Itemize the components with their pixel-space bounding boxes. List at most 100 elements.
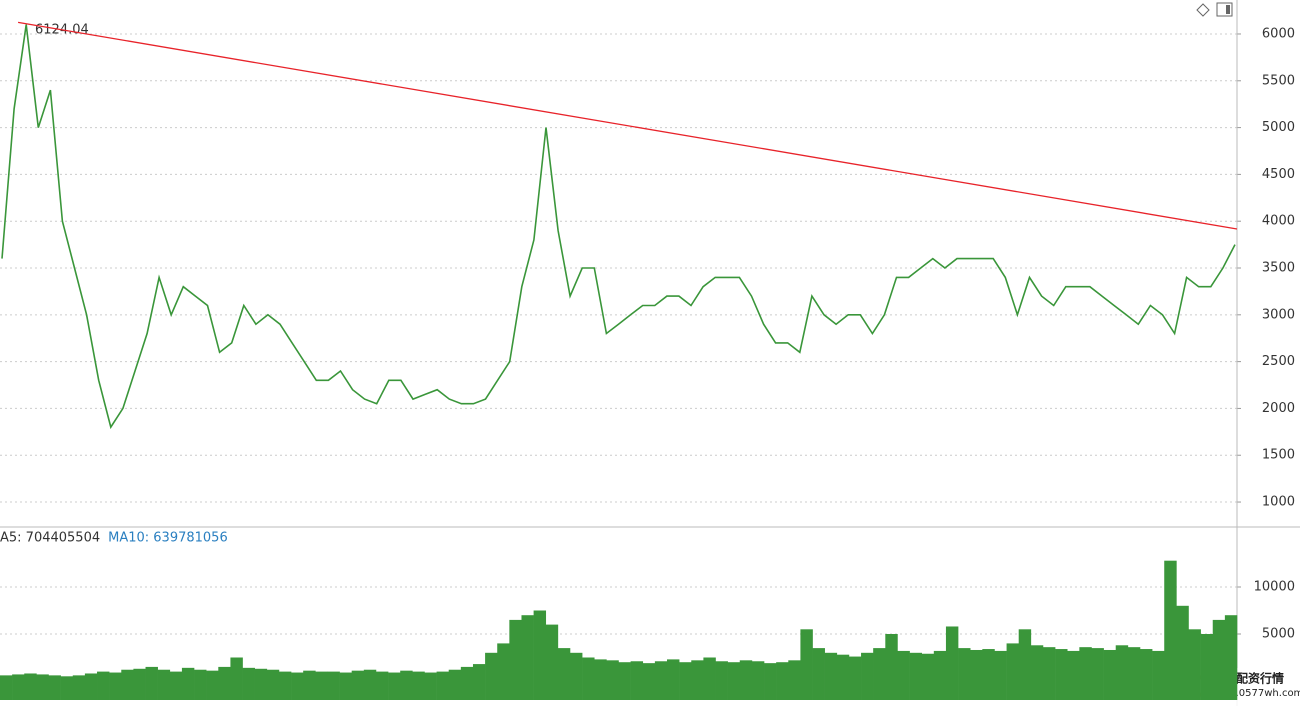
volume-bar — [400, 670, 413, 700]
volume-bar — [266, 669, 280, 700]
volume-bar — [278, 671, 292, 700]
volume-bar — [897, 650, 910, 700]
volume-bar — [533, 610, 547, 700]
volume-bar — [812, 648, 825, 700]
y-tick-label: 1000 — [1262, 495, 1295, 510]
volume-bar — [388, 672, 401, 700]
volume-bar — [485, 652, 498, 700]
y-tick-label: 4000 — [1262, 214, 1295, 229]
y-tick-label: 5000 — [1262, 120, 1295, 135]
volume-bar — [885, 634, 898, 700]
volume-bar — [642, 663, 656, 700]
volume-bar — [315, 671, 328, 700]
volume-bar — [1030, 645, 1044, 700]
volume-bar — [303, 670, 316, 700]
volume-bar — [448, 669, 462, 700]
volume-bar — [958, 648, 971, 700]
volume-bar — [169, 671, 183, 700]
volume-bar — [472, 664, 486, 700]
volume-bar — [594, 659, 607, 700]
y-tick-label: 4500 — [1262, 167, 1295, 182]
volume-bar — [424, 672, 437, 700]
volume-bar — [703, 657, 716, 700]
volume-bar — [933, 650, 947, 700]
y-tick-label: 1500 — [1262, 448, 1295, 463]
volume-bar — [339, 672, 352, 700]
volume-bar — [764, 663, 777, 700]
volume-bar — [691, 660, 704, 700]
panel-toggle-icon[interactable] — [1216, 2, 1233, 17]
y-tick-label: 5500 — [1262, 73, 1295, 88]
volume-bar — [194, 669, 207, 700]
volume-bar — [133, 668, 146, 700]
volume-bar — [982, 649, 995, 700]
volume-bar — [557, 648, 571, 700]
y-tick-label: 10000 — [1254, 580, 1295, 595]
volume-bar — [1079, 647, 1092, 700]
volume-bar — [1091, 648, 1104, 700]
volume-bar — [715, 661, 728, 700]
volume-bar — [788, 660, 801, 700]
volume-bar — [945, 626, 959, 700]
volume-bar — [24, 673, 37, 700]
volume-bar — [800, 629, 813, 700]
volume-bar — [1127, 647, 1141, 700]
volume-bar — [630, 661, 644, 700]
y-tick-label: 6000 — [1262, 26, 1295, 41]
price-line — [1, 24, 1236, 430]
volume-bar — [1139, 649, 1153, 700]
volume-bar — [375, 671, 389, 700]
volume-bar — [1006, 643, 1020, 700]
volume-bar — [824, 652, 838, 700]
volume-bar — [60, 676, 74, 700]
volume-bar — [569, 652, 583, 700]
indicator-label: A5: 704405504 — [0, 531, 100, 546]
volume-bar — [667, 659, 680, 700]
volume-bar — [1200, 634, 1214, 700]
volume-bar — [751, 661, 765, 700]
indicator-label: MA10: 639781056 — [108, 531, 228, 546]
volume-bar — [921, 653, 935, 700]
draw-tool-icon[interactable] — [1196, 3, 1210, 17]
volume-bar — [1152, 650, 1165, 700]
volume-bar — [606, 660, 619, 700]
volume-bar — [48, 675, 61, 700]
volume-bar — [327, 671, 340, 700]
trend-line — [17, 21, 1238, 230]
volume-bar — [157, 669, 171, 700]
volume-bar — [218, 666, 231, 700]
volume-bar — [873, 648, 886, 700]
volume-bar — [351, 670, 365, 700]
y-tick-label: 3500 — [1262, 261, 1295, 276]
volume-bar — [412, 671, 425, 700]
volume-bar — [521, 615, 534, 700]
y-tick-label: 5000 — [1262, 627, 1295, 642]
volume-bar — [36, 674, 49, 700]
volume-bar — [1115, 645, 1129, 700]
panel-toggle-icon-part — [1226, 5, 1230, 14]
volume-bar — [1103, 649, 1117, 700]
volume-bar — [970, 649, 983, 700]
volume-bar — [1188, 629, 1201, 700]
volume-bar — [836, 654, 850, 700]
volume-bar — [84, 673, 98, 700]
volume-bar — [1018, 629, 1032, 700]
volume-bar — [1067, 650, 1080, 700]
volume-bar — [909, 652, 922, 700]
volume-bar — [1055, 649, 1068, 700]
volume-bar — [242, 667, 255, 700]
volume-bar — [545, 624, 559, 700]
volume-bar — [1176, 605, 1189, 700]
volume-bar — [206, 670, 219, 700]
volume-bar — [1042, 647, 1056, 700]
volume-bar — [181, 667, 195, 700]
watermark-url: www.0577wh.com — [1212, 688, 1300, 699]
volume-bar — [230, 657, 243, 700]
volume-bar — [97, 671, 110, 700]
volume-bar — [618, 662, 631, 700]
volume-bar — [1224, 615, 1238, 700]
volume-bar — [848, 656, 862, 700]
volume-bar — [436, 671, 450, 700]
y-tick-label: 3000 — [1262, 307, 1295, 322]
volume-bar — [509, 619, 522, 700]
